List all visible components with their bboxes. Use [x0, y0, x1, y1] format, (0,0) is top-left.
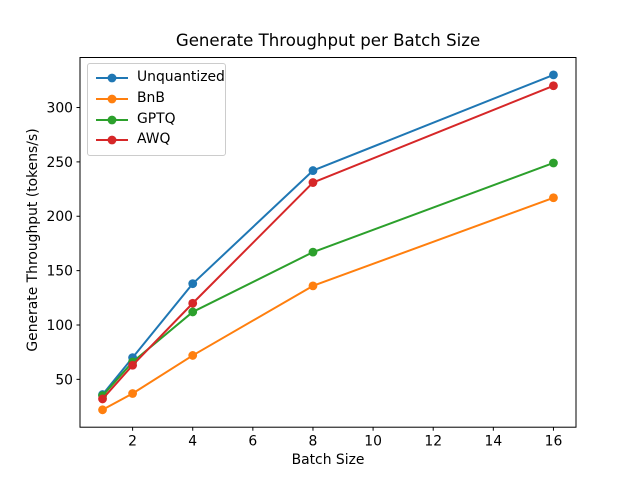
- legend-label: BnB: [137, 90, 165, 107]
- legend-line-marker-icon: [96, 136, 128, 145]
- x-tick-label: 6: [248, 434, 257, 450]
- legend-label: GPTQ: [137, 110, 176, 127]
- x-tick-label: 2: [128, 434, 137, 450]
- data-point-gptq-16: [549, 158, 558, 168]
- x-tick-label: 14: [484, 434, 502, 450]
- legend: Unquantized BnB GPTQ AWQ: [87, 63, 226, 156]
- series-line-bnb: [101, 196, 555, 411]
- y-tick-label: 200: [46, 209, 73, 225]
- data-point-unquantized-16: [549, 70, 558, 80]
- data-point-bnb-16: [549, 193, 558, 203]
- x-tick-label: 4: [188, 434, 197, 450]
- data-point-gptq-8: [308, 247, 318, 257]
- y-tick-label: 50: [55, 372, 73, 388]
- legend-item-awq: AWQ: [95, 130, 219, 151]
- data-point-unquantized-4: [188, 279, 198, 289]
- y-tick-label: 250: [46, 155, 73, 171]
- data-point-awq-8: [308, 178, 318, 187]
- legend-label: Unquantized: [137, 69, 225, 86]
- legend-line-marker-icon: [96, 94, 128, 104]
- legend-item-bnb: BnB: [95, 89, 219, 110]
- data-point-bnb-1: [98, 405, 107, 415]
- chart-title: Generate Throughput per Batch Size: [175, 31, 481, 50]
- data-point-awq-16: [549, 81, 558, 91]
- x-tick-label: 8: [309, 434, 318, 450]
- x-tick-label: 10: [364, 434, 382, 450]
- x-axis-label: Batch Size: [291, 452, 365, 468]
- x-tick-label: 16: [545, 434, 563, 450]
- y-tick-label: 150: [46, 264, 73, 280]
- legend-line-marker-icon: [96, 73, 128, 83]
- legend-label: AWQ: [137, 131, 171, 148]
- y-tick-label: 300: [46, 100, 73, 116]
- data-point-unquantized-8: [308, 166, 318, 175]
- data-point-awq-2: [128, 360, 138, 370]
- data-point-awq-1: [98, 394, 107, 404]
- legend-item-unquantized: Unquantized: [95, 68, 225, 89]
- data-point-bnb-8: [308, 281, 318, 291]
- x-tick-label: 12: [424, 434, 442, 450]
- data-point-gptq-4: [188, 307, 198, 317]
- axes-border: [79, 57, 577, 428]
- data-point-awq-4: [188, 298, 198, 308]
- legend-line-marker-icon: [96, 115, 128, 125]
- y-tick-label: 100: [46, 318, 73, 334]
- legend-item-gptq: GPTQ: [95, 109, 219, 130]
- y-axis-label: Generate Throughput (tokens/s): [25, 128, 41, 352]
- data-point-bnb-2: [128, 389, 138, 398]
- data-point-bnb-4: [188, 351, 198, 360]
